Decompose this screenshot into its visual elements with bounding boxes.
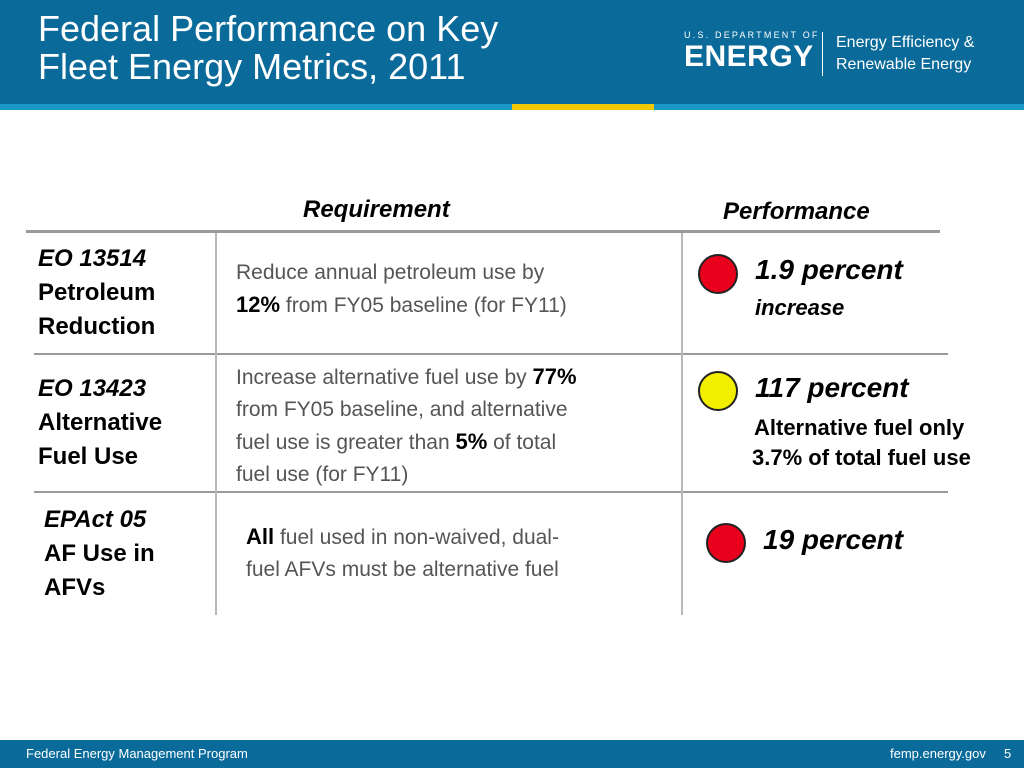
row-2-name-line-2: Fuel Use	[38, 443, 139, 470]
column-header-performance: Performance	[723, 198, 870, 225]
row-2-performance-value: 117 percent	[755, 372, 909, 403]
logo-divider	[822, 32, 823, 76]
eere-office-name: Energy Efficiency & Renewable Energy	[836, 32, 974, 76]
row-1-req-bold: 12%	[236, 292, 281, 317]
row-3-req-line-1: All fuel used in non-waived, dual-	[246, 521, 559, 554]
column-header-requirement: Requirement	[303, 196, 450, 223]
column-divider-left	[215, 233, 217, 615]
logo-energy-text: ENERGY	[684, 40, 814, 73]
eere-line-2: Renewable Energy	[836, 56, 972, 73]
row-divider-2	[34, 491, 948, 493]
row-2-req-line-3-pre: fuel use is greater than	[236, 431, 456, 454]
row-1-performance-value: 1.9 percent	[755, 254, 903, 285]
row-3-req-line-1-rest: fuel used in non-waived, dual-	[274, 526, 559, 549]
row-3-code: EPAct 05	[44, 506, 147, 533]
column-divider-right	[681, 233, 683, 615]
row-2-name-line-1: Alternative	[38, 409, 163, 436]
row-3-label: EPAct 05 AF Use in AFVs	[44, 503, 155, 605]
slide-title: Federal Performance on Key Fleet Energy …	[38, 10, 498, 86]
accent-stripe-yellow	[512, 104, 654, 110]
accent-stripe-blue-right	[654, 104, 1024, 110]
row-2-req-line-1-pre: Increase alternative fuel use by	[236, 366, 533, 389]
header-bar: Federal Performance on Key Fleet Energy …	[0, 0, 1024, 104]
accent-stripe-blue-left	[0, 104, 512, 110]
logo-dept-text: U.S. DEPARTMENT OF	[684, 30, 820, 40]
row-1-name-line-1: Petroleum	[38, 279, 156, 306]
row-3-req-bold: All	[246, 524, 275, 549]
page-number: 5	[1004, 746, 1012, 761]
row-2-req-bold-1: 77%	[532, 364, 577, 389]
row-2-req-line-1: Increase alternative fuel use by 77%	[236, 361, 577, 394]
table-top-rule	[26, 230, 940, 233]
row-3-requirement: All fuel used in non-waived, dual- fuel …	[246, 521, 559, 586]
row-2-req-line-4: fuel use (for FY11)	[236, 463, 409, 486]
footer-bar: Federal Energy Management Program femp.e…	[0, 740, 1024, 768]
row-2-performance-note-2: 3.7% of total fuel use	[752, 445, 971, 470]
row-1-requirement: Reduce annual petroleum use by 12% from …	[236, 257, 567, 322]
row-1-code: EO 13514	[38, 245, 147, 272]
row-1-name-line-2: Reduction	[38, 313, 156, 340]
row-3-status-indicator	[706, 523, 746, 563]
title-line-2: Fleet Energy Metrics, 2011	[38, 46, 466, 87]
row-3-name-line-2: AFVs	[44, 574, 106, 601]
row-2-req-line-3-post: of total	[487, 431, 557, 454]
row-2-performance-note-1: Alternative fuel only	[754, 415, 965, 440]
row-1-req-line-1: Reduce annual petroleum use by	[236, 261, 545, 284]
row-2-label: EO 13423 Alternative Fuel Use	[38, 372, 162, 474]
row-3-name-line-1: AF Use in	[44, 540, 155, 567]
row-3-performance-value: 19 percent	[763, 524, 904, 555]
row-divider-1	[34, 353, 948, 355]
row-2-status-indicator	[698, 371, 738, 411]
row-3-req-line-2: fuel AFVs must be alternative fuel	[246, 558, 559, 581]
row-2-req-bold-2: 5%	[455, 429, 488, 454]
row-1-req-line-2-rest: from FY05 baseline (for FY11)	[280, 294, 567, 317]
row-2-requirement: Increase alternative fuel use by 77% fro…	[236, 361, 577, 491]
row-2-code: EO 13423	[38, 375, 147, 402]
footer-website: femp.energy.gov	[890, 746, 986, 761]
eere-line-1: Energy Efficiency &	[836, 34, 975, 51]
row-1-status-indicator	[698, 254, 738, 294]
row-2-req-line-3: fuel use is greater than 5% of total	[236, 426, 577, 459]
title-line-1: Federal Performance on Key	[38, 8, 499, 49]
footer-program-name: Federal Energy Management Program	[26, 746, 248, 761]
row-1-label: EO 13514 Petroleum Reduction	[38, 242, 155, 344]
row-1-performance-note: increase	[755, 295, 845, 320]
row-1-req-line-2: 12% from FY05 baseline (for FY11)	[236, 289, 567, 322]
row-2-req-line-2: from FY05 baseline, and alternative	[236, 398, 568, 421]
